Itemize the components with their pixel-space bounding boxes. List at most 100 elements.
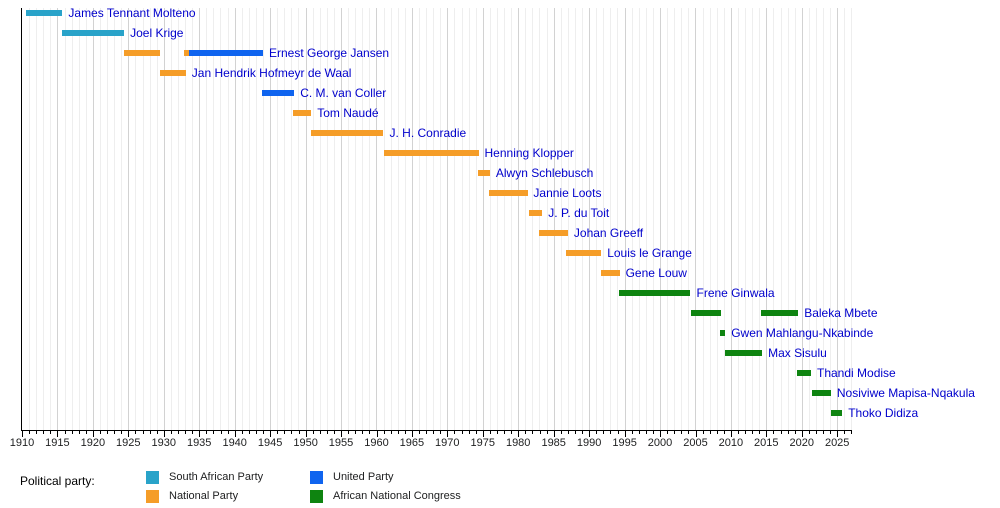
person-label[interactable]: Max Sisulu: [768, 346, 827, 360]
axis-tick: [808, 431, 810, 434]
axis-tick: [830, 431, 832, 434]
gridline: [234, 8, 236, 430]
person-label[interactable]: Baleka Mbete: [804, 306, 878, 320]
gridline: [574, 8, 576, 430]
axis-tick: [291, 431, 293, 434]
person-label[interactable]: Louis le Grange: [607, 246, 692, 260]
gridline: [355, 8, 357, 430]
gridline: [433, 8, 435, 430]
gridline: [667, 8, 669, 430]
gridline: [638, 8, 640, 430]
axis-tick: [475, 431, 477, 434]
axis-tick: [532, 431, 534, 434]
legend-item: African National Congress: [310, 487, 461, 505]
axis-tick: [794, 431, 796, 434]
axis-tick: [341, 431, 342, 437]
person-label[interactable]: Tom Naudé: [317, 106, 379, 120]
axis-tick: [390, 431, 392, 434]
person-label[interactable]: Gwen Mahlangu-Nkabinde: [731, 326, 874, 340]
timeline-bar: [811, 390, 831, 396]
gridline: [50, 8, 52, 430]
timeline-bar: [600, 270, 620, 276]
axis-tick: [128, 431, 130, 437]
person-label[interactable]: Alwyn Schlebusch: [495, 166, 594, 180]
timeline-bar: [124, 50, 161, 56]
person-label[interactable]: Gene Louw: [625, 266, 687, 280]
axis-tick: [220, 431, 222, 434]
axis-tick: [695, 431, 697, 437]
axis-tick: [801, 431, 803, 437]
person-label[interactable]: J. H. Conradie: [389, 126, 467, 140]
axis-tick: [142, 431, 144, 434]
legend-title: Political party:: [20, 474, 95, 488]
axis-tick: [71, 431, 73, 434]
axis-tick: [163, 431, 165, 437]
person-label[interactable]: Jannie Loots: [533, 186, 602, 200]
gridline: [688, 8, 690, 430]
axis-tick-label: 1960: [364, 437, 389, 449]
gridline: [617, 8, 619, 430]
axis-tick: [596, 431, 598, 434]
person-label[interactable]: Thandi Modise: [817, 366, 896, 380]
axis-tick-label: 1970: [435, 437, 460, 449]
axis-tick: [135, 431, 137, 434]
axis-tick: [178, 431, 179, 434]
person-label[interactable]: Jan Hendrik Hofmeyr de Waal: [191, 66, 352, 80]
legend-column-1: South African Party National Party: [146, 468, 263, 506]
axis-tick-label: 1920: [80, 437, 106, 449]
axis-tick: [156, 431, 158, 434]
person-label[interactable]: Nosiviwe Mapisa-Nqakula: [836, 386, 975, 400]
axis-tick: [823, 431, 825, 434]
timeline-bar: [528, 210, 543, 216]
timeline-bar: [830, 410, 843, 416]
axis-tick: [567, 431, 569, 434]
gridline: [404, 8, 406, 430]
axis-tick: [837, 431, 839, 437]
axis-tick: [277, 431, 279, 434]
axis-tick: [100, 431, 101, 434]
axis-tick-label: 1995: [612, 437, 637, 449]
person-label[interactable]: Joel Krige: [130, 26, 184, 40]
gridline: [518, 8, 520, 430]
axis-tick: [22, 431, 23, 437]
person-label[interactable]: Ernest George Jansen: [269, 46, 390, 60]
axis-tick-label: 1945: [257, 437, 283, 449]
gridline: [418, 8, 420, 430]
gridline: [525, 8, 527, 430]
axis-tick: [738, 431, 739, 434]
axis-tick: [206, 431, 208, 434]
gridline: [723, 8, 725, 430]
person-label[interactable]: Frene Ginwala: [696, 286, 775, 300]
axis-tick: [447, 431, 449, 437]
axis-tick: [319, 431, 321, 434]
axis-tick: [482, 431, 484, 437]
axis-tick: [362, 431, 364, 434]
axis-tick: [525, 431, 527, 434]
gridline: [312, 8, 314, 430]
axis-tick: [652, 431, 654, 434]
gridline: [121, 8, 123, 430]
gridline: [752, 8, 754, 430]
axis-tick-label: 1910: [9, 437, 35, 449]
axis-tick: [305, 431, 307, 437]
gridline: [702, 8, 704, 430]
gridline: [128, 8, 130, 430]
gridline: [596, 8, 598, 430]
axis-tick-label: 1990: [576, 437, 602, 449]
gridline: [369, 8, 371, 430]
person-label[interactable]: Johan Greeff: [573, 226, 644, 240]
person-label[interactable]: C. M. van Coller: [300, 86, 387, 100]
person-label[interactable]: J. P. du Toit: [548, 206, 610, 220]
gridline: [78, 8, 80, 430]
gridline: [539, 8, 541, 430]
person-label[interactable]: James Tennant Molteno: [68, 6, 196, 20]
gridline: [397, 8, 399, 430]
axis-tick: [631, 431, 633, 434]
gridline: [284, 8, 286, 430]
legend-item: United Party: [310, 468, 461, 486]
gridline: [376, 8, 378, 430]
person-label[interactable]: Henning Klopper: [484, 146, 574, 160]
gridline: [844, 8, 846, 430]
legend: Political party: South African Party Nat…: [0, 468, 1000, 508]
person-label[interactable]: Thoko Didiza: [848, 406, 919, 420]
